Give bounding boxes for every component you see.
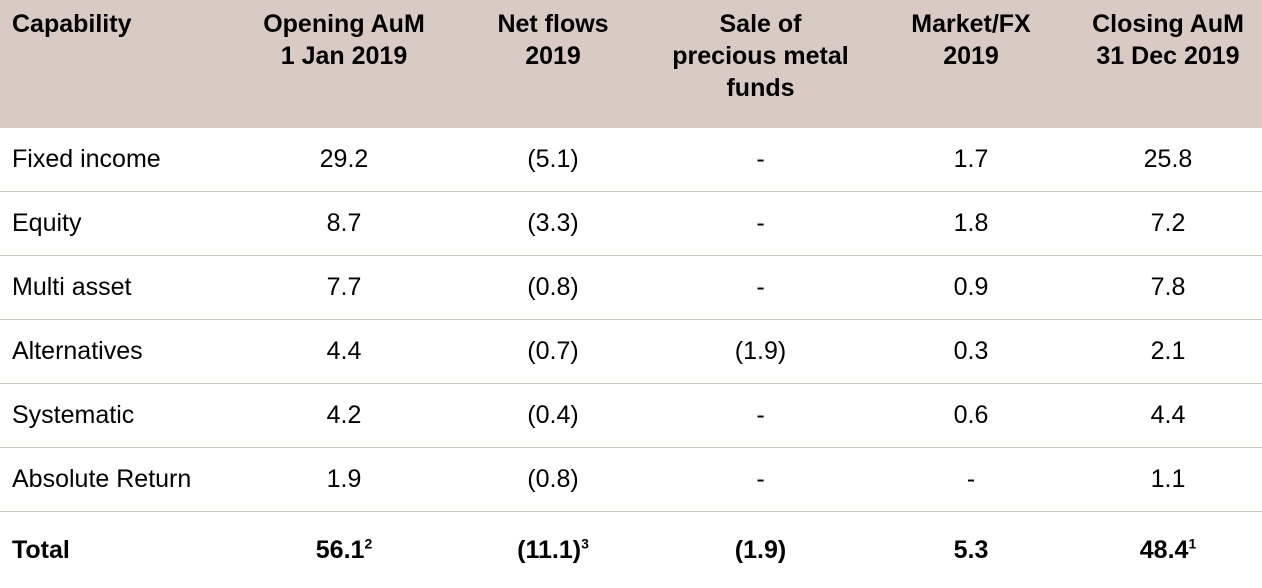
table-row: Absolute Return 1.9 (0.8) - - 1.1	[0, 448, 1262, 512]
footnote-marker: 2	[364, 535, 372, 551]
cell-closing-aum: 7.2	[1074, 192, 1262, 256]
total-closing-aum: 48.41	[1074, 512, 1262, 588]
header-sale-precious-metal: Sale of precious metal funds	[653, 0, 868, 128]
cell-opening-aum: 29.2	[235, 128, 453, 192]
total-opening-aum: 56.12	[235, 512, 453, 588]
table-total-row: Total 56.12 (11.1)3 (1.9) 5.3 48.41	[0, 512, 1262, 588]
cell-sale-precious-metal: -	[653, 128, 868, 192]
cell-net-flows: (3.3)	[453, 192, 653, 256]
table-row: Alternatives 4.4 (0.7) (1.9) 0.3 2.1	[0, 320, 1262, 384]
cell-net-flows: (0.8)	[453, 256, 653, 320]
table-row: Multi asset 7.7 (0.8) - 0.9 7.8	[0, 256, 1262, 320]
row-label: Systematic	[0, 384, 235, 448]
cell-market-fx: 1.8	[868, 192, 1074, 256]
row-label: Fixed income	[0, 128, 235, 192]
header-net-flows: Net flows 2019	[453, 0, 653, 128]
total-net-flows: (11.1)3	[453, 512, 653, 588]
header-market-fx: Market/FX 2019	[868, 0, 1074, 128]
cell-closing-aum: 7.8	[1074, 256, 1262, 320]
cell-opening-aum: 7.7	[235, 256, 453, 320]
footnote-marker: 1	[1188, 535, 1196, 551]
total-market-fx: 5.3	[868, 512, 1074, 588]
cell-sale-precious-metal: -	[653, 192, 868, 256]
cell-opening-aum: 4.4	[235, 320, 453, 384]
header-closing-aum: Closing AuM 31 Dec 2019	[1074, 0, 1262, 128]
row-label: Equity	[0, 192, 235, 256]
row-label: Absolute Return	[0, 448, 235, 512]
cell-closing-aum: 2.1	[1074, 320, 1262, 384]
cell-net-flows: (0.8)	[453, 448, 653, 512]
cell-closing-aum: 25.8	[1074, 128, 1262, 192]
row-label: Alternatives	[0, 320, 235, 384]
cell-market-fx: 1.7	[868, 128, 1074, 192]
header-opening-aum: Opening AuM 1 Jan 2019	[235, 0, 453, 128]
cell-net-flows: (5.1)	[453, 128, 653, 192]
cell-net-flows: (0.7)	[453, 320, 653, 384]
header-capability: Capability	[0, 0, 235, 128]
table-row: Systematic 4.2 (0.4) - 0.6 4.4	[0, 384, 1262, 448]
table-row: Equity 8.7 (3.3) - 1.8 7.2	[0, 192, 1262, 256]
total-label: Total	[0, 512, 235, 588]
table-row: Fixed income 29.2 (5.1) - 1.7 25.8	[0, 128, 1262, 192]
cell-sale-precious-metal: -	[653, 256, 868, 320]
cell-sale-precious-metal: (1.9)	[653, 320, 868, 384]
total-sale-precious-metal: (1.9)	[653, 512, 868, 588]
cell-market-fx: -	[868, 448, 1074, 512]
cell-opening-aum: 1.9	[235, 448, 453, 512]
row-label: Multi asset	[0, 256, 235, 320]
cell-opening-aum: 4.2	[235, 384, 453, 448]
cell-closing-aum: 1.1	[1074, 448, 1262, 512]
table-header-row: Capability Opening AuM 1 Jan 2019 Net fl…	[0, 0, 1262, 128]
cell-market-fx: 0.3	[868, 320, 1074, 384]
cell-market-fx: 0.9	[868, 256, 1074, 320]
cell-market-fx: 0.6	[868, 384, 1074, 448]
cell-net-flows: (0.4)	[453, 384, 653, 448]
cell-sale-precious-metal: -	[653, 384, 868, 448]
cell-sale-precious-metal: -	[653, 448, 868, 512]
footnote-marker: 3	[581, 535, 589, 551]
cell-opening-aum: 8.7	[235, 192, 453, 256]
cell-closing-aum: 4.4	[1074, 384, 1262, 448]
